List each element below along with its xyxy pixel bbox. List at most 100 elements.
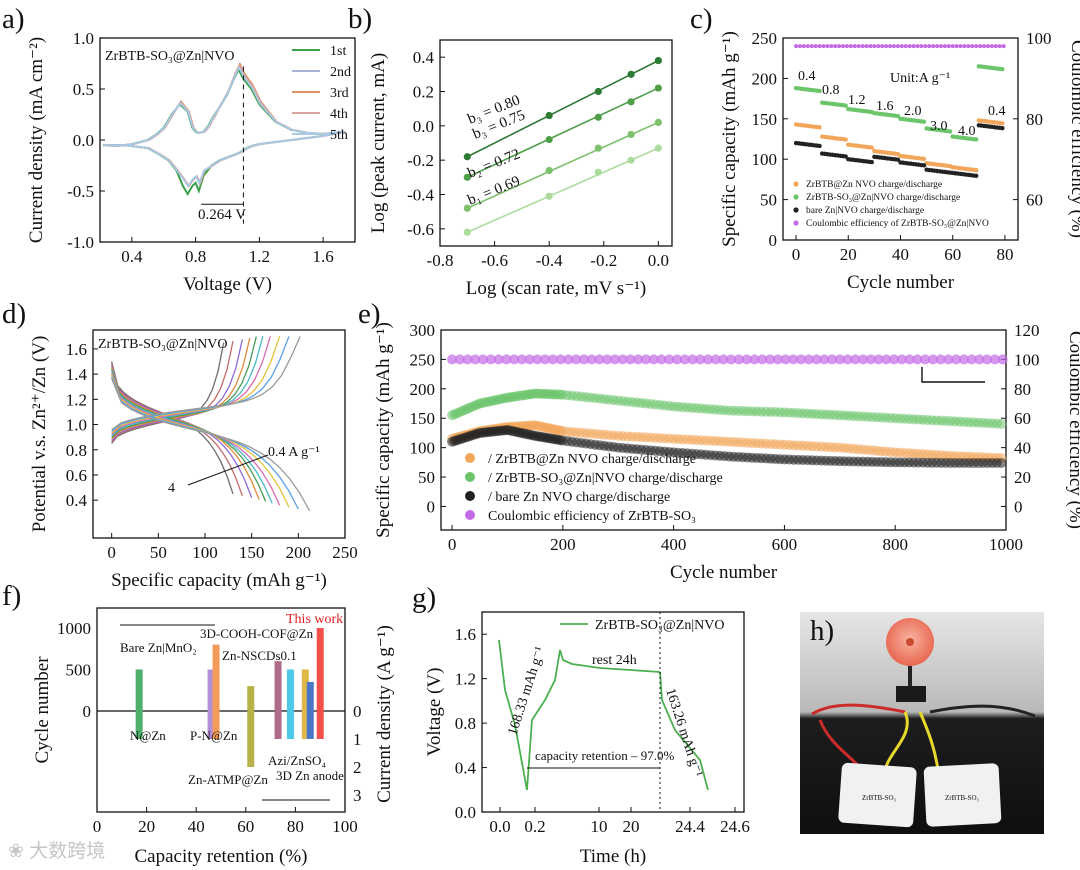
ce-point xyxy=(997,354,1008,365)
panel-label: f) xyxy=(2,580,21,612)
y-tick-label: 0.4 xyxy=(413,48,435,67)
y-tick-label: 0.5 xyxy=(73,80,94,99)
ce-point xyxy=(648,354,659,365)
y2-tick-label: 100 xyxy=(1026,29,1052,48)
cycle-bar xyxy=(247,686,255,711)
x-tick-label: 100 xyxy=(192,543,218,562)
ce-point xyxy=(547,354,558,365)
y-tick-label: 250 xyxy=(410,350,436,369)
bar-label: 3D Zn anode xyxy=(276,768,344,783)
data-point xyxy=(654,84,662,92)
capacity-point xyxy=(947,129,953,134)
data-point xyxy=(627,130,635,139)
ce-point xyxy=(907,44,912,49)
capacity-point xyxy=(921,119,927,124)
ce-point xyxy=(718,354,729,365)
ce-point xyxy=(817,44,822,49)
ce-point xyxy=(958,354,969,365)
y2-tick-label: 1 xyxy=(353,730,362,749)
ce-point xyxy=(454,354,465,365)
density-bar xyxy=(274,711,282,739)
capacity-point xyxy=(817,143,822,149)
ce-point xyxy=(470,354,481,365)
charge-curve xyxy=(111,336,257,438)
discharge-curve xyxy=(111,366,260,500)
ce-point xyxy=(943,354,954,365)
y-tick-label: 1.0 xyxy=(66,416,87,435)
discharge-curve-2 xyxy=(659,671,709,791)
y-tick-label: 0.2 xyxy=(413,83,434,102)
y-tick-label: 0 xyxy=(427,497,436,516)
y-tick-label: 150 xyxy=(752,110,778,129)
plot-frame xyxy=(481,611,745,813)
data-point xyxy=(463,204,471,212)
ce-point xyxy=(982,44,987,49)
data-point xyxy=(594,168,602,176)
ce-point xyxy=(780,354,791,365)
fan-stand xyxy=(908,650,912,690)
inset-title: ZrBTB-SO₃@Zn|NVO xyxy=(98,337,227,352)
cv-curve xyxy=(103,65,345,188)
y-tick-label: 150 xyxy=(410,409,436,428)
rate-arrow xyxy=(187,454,269,486)
ce-point xyxy=(904,354,915,365)
y-tick-label: 0.4 xyxy=(455,759,477,778)
plot-frame xyxy=(92,329,346,539)
x-tick-label: 0 xyxy=(93,817,102,836)
ce-point xyxy=(927,44,932,49)
ce-point xyxy=(844,44,849,49)
ce-point xyxy=(509,354,520,365)
red-wire xyxy=(811,703,906,716)
x-tick-label: 1000 xyxy=(989,535,1023,554)
density-bar xyxy=(207,711,215,739)
y2-tick-label: 20 xyxy=(1014,468,1031,487)
panel-label: a) xyxy=(2,3,25,35)
ce-point xyxy=(920,354,931,365)
y2-tick-label: 2 xyxy=(353,758,362,777)
ce-point xyxy=(982,354,993,365)
ce-point xyxy=(935,354,946,365)
ce-point xyxy=(989,354,1000,365)
ce-point xyxy=(772,354,783,365)
ce-point xyxy=(868,44,873,49)
ce-point xyxy=(578,354,589,365)
y-tick-label: 1.6 xyxy=(66,340,87,359)
density-bar xyxy=(286,711,294,739)
ce-point xyxy=(856,44,861,49)
pouch-cell-label: ZrBTB-SO₃ xyxy=(945,794,980,802)
bar-label: N@Zn xyxy=(130,728,166,743)
y2-axis-label: Current density (A g⁻¹) xyxy=(374,625,395,803)
rate-label: 0.4 xyxy=(988,104,1006,119)
y-axis-label: Voltage (V) xyxy=(424,668,445,757)
ce-point xyxy=(852,44,857,49)
y2-axis-label: Coulombic efficiency (%) xyxy=(1067,40,1080,238)
charge-curve xyxy=(111,336,264,437)
x-tick-label: 0.0 xyxy=(648,251,669,270)
charge-curve xyxy=(111,336,271,435)
x-axis-label: Capacity retention (%) xyxy=(134,846,307,867)
ce-point xyxy=(864,44,869,49)
ce-point xyxy=(586,354,597,365)
ce-point xyxy=(602,354,613,365)
x-tick-label: 150 xyxy=(239,543,265,562)
y-tick-label: 0.4 xyxy=(66,491,88,510)
ce-point xyxy=(966,44,971,49)
legend-label: Coulombic efficiency of ZrBTB-SO₃@Zn|NVO xyxy=(806,218,989,229)
rest-label: rest 24h xyxy=(592,653,637,668)
yellow-wire xyxy=(883,711,940,771)
legend-marker xyxy=(793,181,799,187)
x-tick-label: 20 xyxy=(138,817,155,836)
x-tick-label: -0.2 xyxy=(590,251,617,270)
x-tick-label: 24.6 xyxy=(720,817,750,836)
ce-point xyxy=(834,354,845,365)
capacity-point xyxy=(1000,66,1005,72)
ce-point xyxy=(633,354,644,365)
rate-label: 4.0 xyxy=(958,124,976,139)
charge-curve xyxy=(111,336,281,434)
x-tick-label: 80 xyxy=(996,245,1013,264)
data-point xyxy=(463,153,471,161)
x-tick-label: 24.4 xyxy=(675,817,705,836)
capacity-point xyxy=(921,156,927,162)
y-tick-label: 0.0 xyxy=(73,131,94,150)
